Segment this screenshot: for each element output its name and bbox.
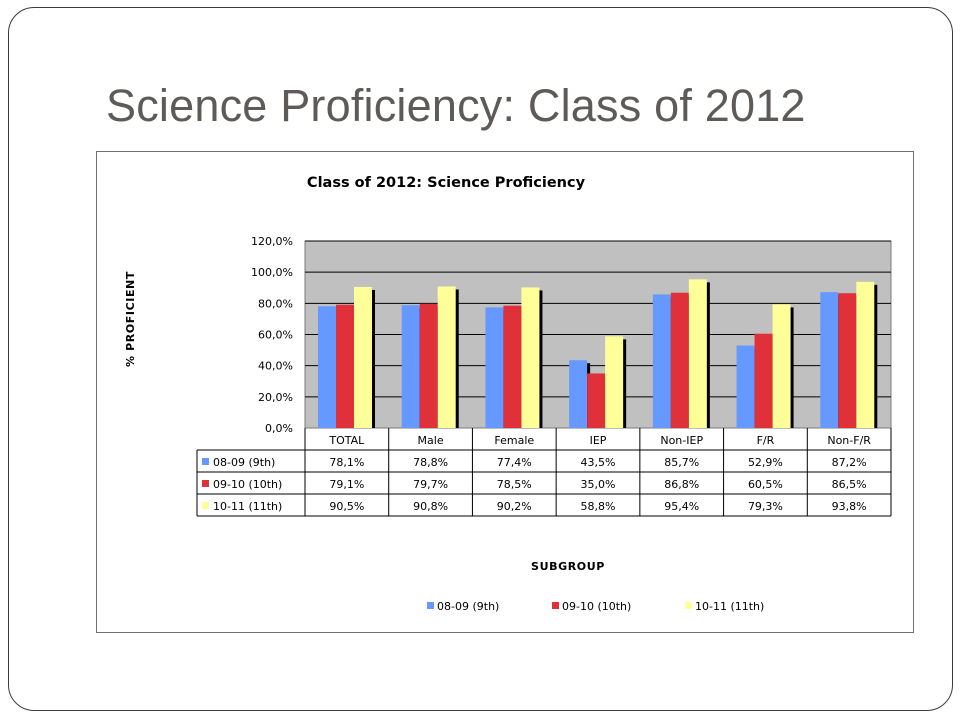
data-label: 78,5% xyxy=(497,478,532,491)
data-label: 77,4% xyxy=(497,456,532,469)
x-tick-label: Non-F/R xyxy=(827,434,871,447)
table-series-name: 10-11 (11th) xyxy=(213,500,282,513)
data-label: 79,7% xyxy=(413,478,448,491)
x-tick-label: Male xyxy=(418,434,444,447)
y-tick-label: 0,0% xyxy=(265,422,293,435)
x-tick-label: IEP xyxy=(590,434,607,447)
x-tick-label: Non-IEP xyxy=(660,434,703,447)
legend-label: 10-11 (11th) xyxy=(695,600,764,613)
data-label: 58,8% xyxy=(581,500,616,513)
bar-1 xyxy=(401,305,420,428)
data-label: 90,5% xyxy=(329,500,364,513)
bar-1 xyxy=(820,292,839,428)
data-label: 87,2% xyxy=(832,456,867,469)
data-label: 60,5% xyxy=(748,478,783,491)
data-label: 79,1% xyxy=(329,478,364,491)
bar-1 xyxy=(652,294,671,428)
x-tick-label: TOTAL xyxy=(328,434,365,447)
data-label: 86,8% xyxy=(664,478,699,491)
bar-2 xyxy=(754,333,773,428)
data-label: 93,8% xyxy=(832,500,867,513)
bar-2 xyxy=(838,293,857,428)
bar-3 xyxy=(437,286,456,428)
table-legend-key xyxy=(202,458,209,465)
slide-frame xyxy=(8,7,953,711)
chart-frame: Class of 2012: Science Proficiency % PRO… xyxy=(96,151,914,633)
legend-key xyxy=(552,602,559,609)
y-tick-label: 40,0% xyxy=(258,360,293,373)
table-series-name: 09-10 (10th) xyxy=(213,478,282,491)
bar-3 xyxy=(772,304,791,428)
y-tick-label: 100,0% xyxy=(251,266,293,279)
slide-title: Science Proficiency: Class of 2012 xyxy=(106,80,806,131)
bar-2 xyxy=(419,303,438,428)
bar-1 xyxy=(569,360,588,428)
x-axis-title: SUBGROUP xyxy=(531,560,605,573)
y-tick-label: 120,0% xyxy=(251,235,293,248)
table-legend-key xyxy=(202,480,209,487)
data-label: 95,4% xyxy=(664,500,699,513)
chart-title: Class of 2012: Science Proficiency xyxy=(307,175,586,191)
bar-3 xyxy=(521,287,540,428)
data-label: 86,5% xyxy=(832,478,867,491)
bar-3 xyxy=(354,286,372,428)
y-tick-label: 60,0% xyxy=(258,329,293,342)
y-tick-label: 80,0% xyxy=(258,297,293,310)
bar-2 xyxy=(587,373,606,428)
bar-2 xyxy=(670,292,689,428)
data-table: TOTAL Male Female IEP Non-IEP F/R Non-F/R 08-09… xyxy=(196,428,892,517)
y-axis-title: % PROFICIENT xyxy=(124,271,137,367)
bar-chart: Class of 2012: Science Proficiency % PRO… xyxy=(124,175,892,613)
data-label: 52,9% xyxy=(748,456,783,469)
plot-area: 0,0% 20,0% 40,0% 60,0% 80,0% 100,0% 120,0% xyxy=(251,235,892,435)
table-series-name: 08-09 (9th) xyxy=(213,456,275,469)
bar-3 xyxy=(688,279,707,428)
bar-1 xyxy=(736,345,755,428)
bar-3 xyxy=(856,281,875,428)
table-legend-key xyxy=(202,502,209,509)
data-label: 35,0% xyxy=(581,478,616,491)
legend-label: 09-10 (10th) xyxy=(562,600,631,613)
data-label: 43,5% xyxy=(581,456,616,469)
data-label: 90,2% xyxy=(497,500,532,513)
data-label: 79,3% xyxy=(748,500,783,513)
data-label: 85,7% xyxy=(664,456,699,469)
x-tick-label: Female xyxy=(494,434,534,447)
bar-3 xyxy=(605,336,624,428)
legend-key xyxy=(685,602,692,609)
bar-2 xyxy=(336,304,354,428)
data-label: 78,1% xyxy=(329,456,364,469)
legend: 08-09 (9th) 09-10 (10th) 10-11 (11th) xyxy=(427,600,764,613)
bar-1 xyxy=(318,306,336,428)
bar-2 xyxy=(503,305,522,428)
x-tick-label: F/R xyxy=(757,434,775,447)
data-label: 90,8% xyxy=(413,500,448,513)
legend-label: 08-09 (9th) xyxy=(437,600,499,613)
bar-1 xyxy=(485,307,504,428)
data-label: 78,8% xyxy=(413,456,448,469)
y-tick-label: 20,0% xyxy=(258,391,293,404)
legend-key xyxy=(427,602,434,609)
